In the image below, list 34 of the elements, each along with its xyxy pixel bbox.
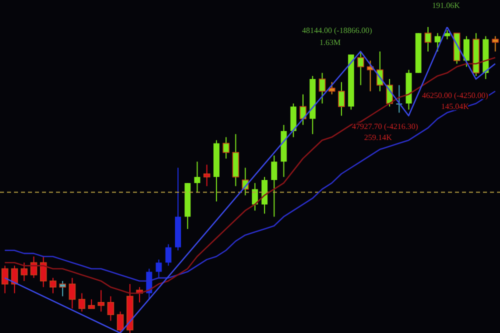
candlestick xyxy=(463,36,470,68)
candlestick xyxy=(59,280,66,297)
candlestick xyxy=(424,27,432,52)
candlestick xyxy=(98,290,104,312)
candlestick xyxy=(252,182,258,212)
candlestick xyxy=(165,244,172,266)
candlestick xyxy=(68,277,76,310)
candlestick xyxy=(2,265,8,294)
candlestick xyxy=(300,94,306,126)
candlestick xyxy=(20,262,28,282)
annotation: 47927.70 (-4216.30) xyxy=(352,122,418,131)
annotation: 46250.00 (-4250.00) xyxy=(422,90,488,100)
candlestick xyxy=(107,296,114,322)
annotation: 259.14K xyxy=(364,132,392,142)
candlestick xyxy=(271,155,278,218)
candlestick xyxy=(11,265,18,294)
candlestick xyxy=(40,256,47,288)
candlestick xyxy=(156,259,162,278)
candlestick xyxy=(357,50,364,86)
annotation: 48144.00 (-18866.00) xyxy=(302,26,372,35)
candlestick xyxy=(203,164,210,187)
candlestick xyxy=(78,292,86,312)
candlestick xyxy=(338,82,345,116)
candlestick xyxy=(50,277,56,294)
candlestick xyxy=(194,161,200,193)
candlestick xyxy=(222,136,230,160)
candlestick xyxy=(434,32,441,52)
candlestick xyxy=(88,298,95,310)
candlestick xyxy=(444,30,450,40)
annotation: 1.63M xyxy=(319,38,341,47)
candlestick xyxy=(116,311,124,333)
candlestick xyxy=(318,72,326,104)
annotation: 145.04K xyxy=(441,102,470,111)
text: 191.06K xyxy=(432,0,460,10)
